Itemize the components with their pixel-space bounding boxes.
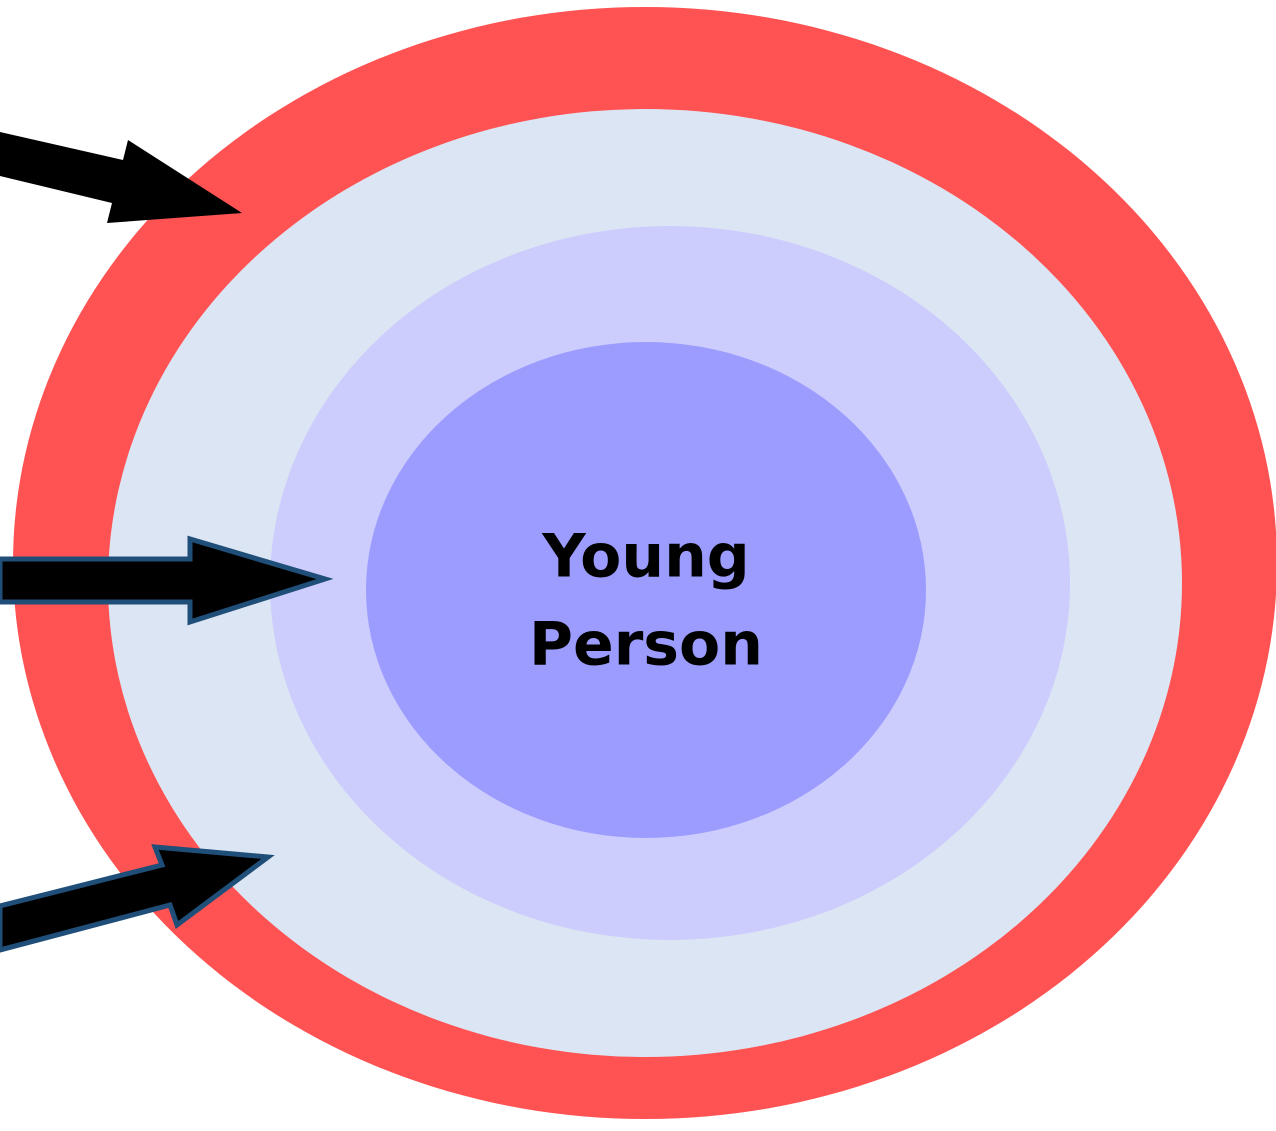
center-label-line: Young <box>541 522 750 592</box>
arrow-top <box>0 132 242 223</box>
center-label-line: Person <box>529 610 763 680</box>
arrow-middle <box>0 535 334 626</box>
core <box>366 342 926 838</box>
arrow-bottom <box>0 844 275 953</box>
